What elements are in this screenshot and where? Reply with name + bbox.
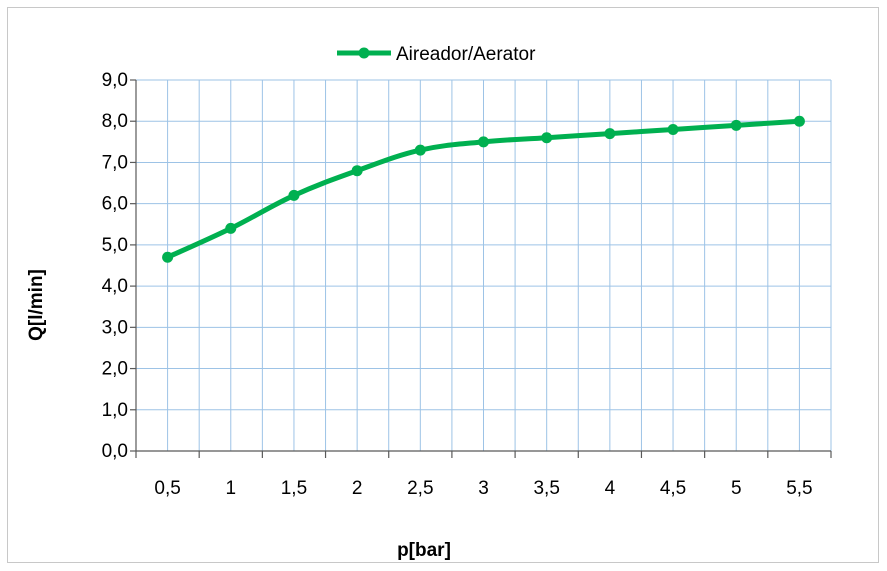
- x-tick-label: 2: [352, 478, 363, 499]
- x-tick-label: 5,5: [786, 478, 812, 499]
- data-point: [604, 128, 616, 140]
- y-tick-labels: 0,0 1,0 2,0 3,0 4,0 5,0 6,0 7,0 8,0 9,0: [102, 70, 128, 462]
- series-group: [162, 115, 805, 263]
- x-tick-label: 0,5: [154, 478, 180, 499]
- x-tick-label: 4,5: [660, 478, 686, 499]
- axes: [130, 79, 832, 458]
- data-point: [541, 132, 553, 144]
- x-tick-label: 3: [478, 478, 489, 499]
- series-line: [166, 118, 800, 260]
- y-tick-label: 2,0: [102, 359, 128, 380]
- legend-swatch-marker: [358, 47, 370, 59]
- legend-label: Aireador/Aerator: [396, 44, 536, 65]
- data-point: [288, 189, 300, 201]
- y-tick-label: 6,0: [102, 194, 128, 215]
- x-tick-label: 2,5: [407, 478, 433, 499]
- y-tick-label: 5,0: [102, 235, 128, 256]
- legend: Aireador/Aerator: [337, 44, 536, 65]
- y-tick-label: 8,0: [102, 111, 128, 132]
- y-axis-label: Q[l/min]: [26, 269, 47, 341]
- y-tick-label: 4,0: [102, 276, 128, 297]
- data-point: [225, 222, 237, 234]
- x-tick-label: 5: [731, 478, 742, 499]
- data-point: [478, 136, 489, 148]
- data-point: [667, 123, 679, 135]
- data-point: [414, 144, 426, 156]
- y-tick-label: 1,0: [102, 400, 128, 421]
- x-tick-label: 1: [225, 478, 236, 499]
- x-axis-label: p[bar]: [397, 540, 451, 561]
- x-tick-label: 1,5: [281, 478, 307, 499]
- data-point: [730, 119, 742, 131]
- y-tick-label: 9,0: [102, 70, 128, 91]
- x-tick-labels: 0,5 1 1,5 2 2,5 3 3,5 4 4,5 5 5,5: [154, 478, 812, 499]
- data-point: [162, 251, 174, 263]
- data-point: [793, 115, 805, 127]
- grid-lines: [136, 79, 832, 451]
- x-tick-label: 4: [605, 478, 616, 499]
- y-tick-label: 7,0: [102, 152, 128, 173]
- y-tick-label: 3,0: [102, 317, 128, 338]
- x-tick-label: 3,5: [533, 478, 559, 499]
- y-tick-label: 0,0: [102, 441, 128, 462]
- chart-area: [7, 7, 879, 563]
- data-point: [351, 165, 363, 177]
